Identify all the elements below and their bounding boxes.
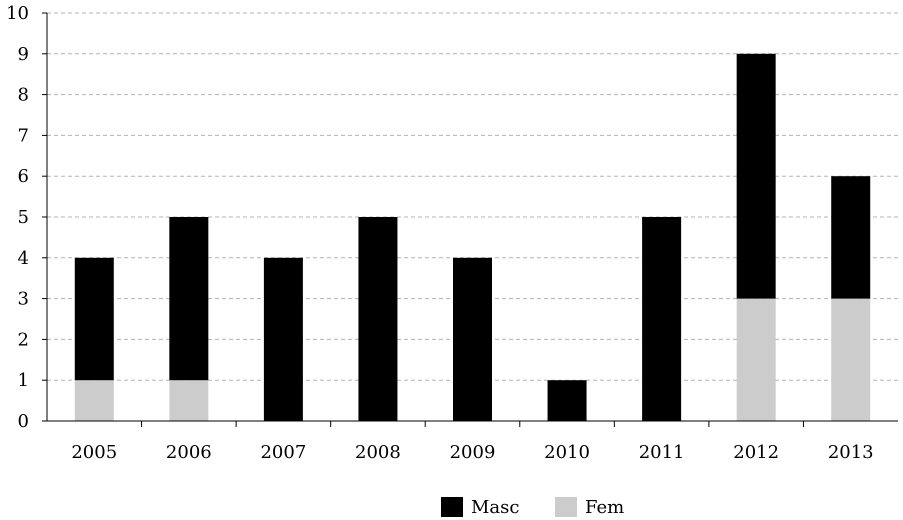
y-tick-label: 1 [18, 370, 29, 391]
bar-masc [169, 217, 209, 381]
y-tick-label: 0 [18, 411, 29, 432]
x-tick-label: 2013 [828, 442, 874, 463]
legend-label-masc: Masc [471, 497, 519, 518]
legend: Masc Fem [441, 497, 624, 518]
bar-masc [642, 217, 682, 421]
legend-swatch-masc [441, 497, 463, 517]
legend-label-fem: Fem [585, 497, 624, 518]
bar-masc [736, 53, 776, 299]
y-tick-label: 7 [18, 125, 29, 146]
y-tick-label: 4 [18, 248, 29, 269]
x-tick-label: 2012 [733, 442, 779, 463]
axes [42, 12, 898, 427]
bar-fem [736, 298, 776, 421]
bar-masc [453, 257, 492, 421]
y-tick-label: 6 [18, 166, 29, 187]
x-tick-labels: 2005 2006 2007 2008 2009 2010 2011 2012 2013 [71, 442, 873, 463]
x-tick-label: 2011 [639, 442, 685, 463]
y-tick-label: 2 [18, 329, 29, 350]
y-tick-labels: 0 1 2 3 4 5 6 7 8 9 10 [6, 3, 29, 432]
y-tick-label: 5 [18, 207, 29, 228]
x-tick-label: 2008 [355, 442, 401, 463]
bar-fem [74, 380, 114, 421]
y-tick-label: 3 [18, 289, 29, 310]
y-tick-label: 9 [18, 44, 29, 65]
bar-masc [358, 217, 398, 421]
bar-masc [74, 257, 114, 381]
bar-masc [547, 380, 587, 421]
x-tick-label: 2005 [71, 442, 117, 463]
y-tick-label: 10 [6, 3, 29, 24]
x-tick-label: 2010 [544, 442, 590, 463]
legend-swatch-fem [555, 497, 577, 517]
bar-masc [263, 257, 303, 421]
bar-fem [831, 298, 871, 421]
x-tick-label: 2006 [166, 442, 212, 463]
bar-masc [831, 176, 871, 299]
x-tick-label: 2009 [450, 442, 496, 463]
y-tick-label: 8 [18, 85, 29, 106]
x-tick-label: 2007 [260, 442, 306, 463]
bars [74, 53, 871, 421]
bar-fem [169, 380, 209, 421]
